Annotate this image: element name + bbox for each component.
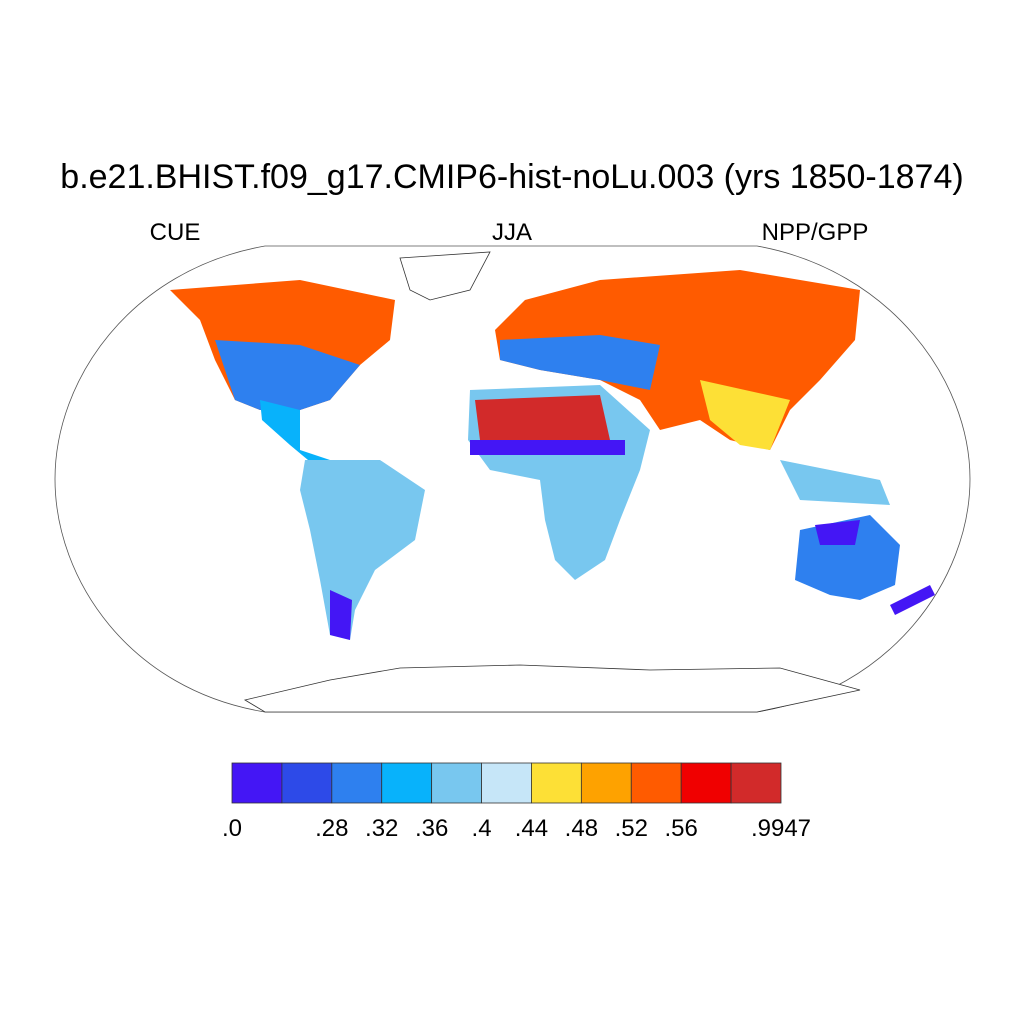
colorbar-label: .48 xyxy=(565,815,598,842)
colorbar-label: .28 xyxy=(315,815,348,842)
land xyxy=(260,400,330,470)
land xyxy=(815,520,860,545)
colorbar-label: .0 xyxy=(222,815,242,842)
land xyxy=(700,380,790,450)
map xyxy=(54,245,971,713)
colorbar-label: .4 xyxy=(472,815,492,842)
land xyxy=(890,585,935,615)
colorbar-box xyxy=(481,762,532,804)
land xyxy=(330,590,352,640)
right-label: NPP/GPP xyxy=(762,219,869,246)
colorbar-label: .32 xyxy=(365,815,398,842)
colorbar-box xyxy=(381,762,433,804)
colorbar-box xyxy=(580,762,632,804)
colorbar-box xyxy=(431,762,482,804)
colorbar-label: .44 xyxy=(515,815,548,842)
colorbar-label: .9947 xyxy=(751,815,811,842)
land xyxy=(475,395,610,440)
land xyxy=(470,440,625,455)
colorbar-box xyxy=(730,762,782,804)
colorbar: .0 .28 .32 .36 .4 .44 .48 .52 .56 .9947 xyxy=(222,762,811,842)
colorbar-box xyxy=(630,762,682,804)
colorbar-box xyxy=(331,762,383,804)
colorbar-box xyxy=(281,762,333,804)
colorbar-box xyxy=(231,762,283,804)
colorbar-box xyxy=(531,762,582,804)
colorbar-label: .52 xyxy=(615,815,648,842)
center-label: JJA xyxy=(492,219,532,246)
land xyxy=(399,251,491,301)
land xyxy=(215,340,360,410)
land xyxy=(243,664,861,713)
land xyxy=(500,335,660,390)
colorbar-label: .36 xyxy=(415,815,448,842)
colorbar-label: .56 xyxy=(664,815,697,842)
title: b.e21.BHIST.f09_g17.CMIP6-hist-noLu.003 … xyxy=(60,158,963,196)
colorbar-box xyxy=(680,762,732,804)
left-label: CUE xyxy=(150,219,201,246)
land xyxy=(780,460,890,505)
